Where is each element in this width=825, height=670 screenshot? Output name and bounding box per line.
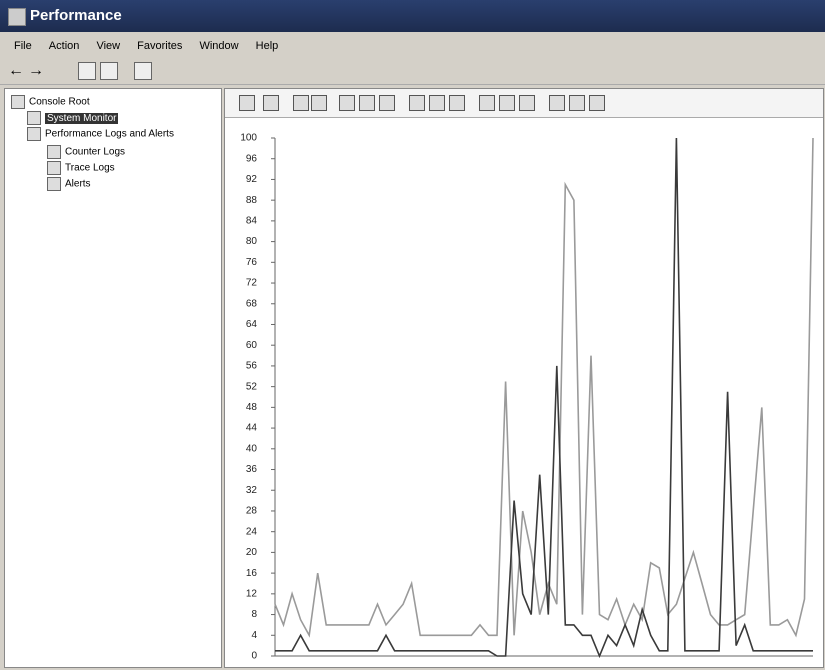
y-tick-label: 32 bbox=[246, 485, 258, 496]
console-tree: Console Root System Monitor Performance … bbox=[4, 88, 222, 668]
tool-button[interactable] bbox=[569, 95, 585, 111]
y-tick-label: 68 bbox=[246, 298, 258, 309]
y-tick-label: 88 bbox=[246, 195, 258, 206]
tool-button[interactable] bbox=[479, 95, 495, 111]
y-tick-label: 28 bbox=[246, 506, 258, 517]
tree-label: Trace Logs bbox=[65, 162, 115, 174]
y-tick-label: 76 bbox=[246, 257, 258, 268]
tool-button[interactable] bbox=[379, 95, 395, 111]
tool-button[interactable] bbox=[499, 95, 515, 111]
menu-item[interactable]: File bbox=[14, 40, 32, 52]
y-tick-label: 12 bbox=[246, 588, 258, 599]
y-tick-label: 80 bbox=[246, 236, 258, 247]
forward-button[interactable]: → bbox=[28, 62, 44, 79]
y-tick-label: 44 bbox=[246, 423, 258, 434]
tree-label: Alerts bbox=[65, 178, 91, 190]
tree-node[interactable]: Counter Logs bbox=[47, 145, 125, 159]
y-tick-label: 48 bbox=[246, 402, 258, 413]
y-tick-label: 4 bbox=[251, 630, 257, 641]
series-line bbox=[275, 137, 813, 659]
tool-button[interactable] bbox=[409, 95, 425, 111]
y-tick-label: 36 bbox=[246, 464, 258, 475]
app-icon bbox=[8, 8, 26, 26]
chart: 0481216202428323640444852566064687276808… bbox=[240, 133, 814, 662]
tool-button[interactable] bbox=[429, 95, 445, 111]
tool-button[interactable] bbox=[549, 95, 565, 111]
tool-button[interactable] bbox=[449, 95, 465, 111]
y-tick-label: 56 bbox=[246, 361, 258, 372]
tool-button[interactable] bbox=[359, 95, 375, 111]
y-tick-label: 0 bbox=[251, 651, 257, 662]
tree-node[interactable]: System Monitor bbox=[27, 111, 119, 125]
y-tick-label: 8 bbox=[251, 609, 257, 620]
toolbar-button[interactable] bbox=[78, 62, 96, 80]
tree-label: Console Root bbox=[29, 96, 90, 108]
y-tick-label: 96 bbox=[246, 153, 258, 164]
toolbar-button[interactable] bbox=[100, 62, 118, 80]
y-tick-label: 100 bbox=[240, 133, 257, 144]
tool-button[interactable] bbox=[339, 95, 355, 111]
y-tick-label: 64 bbox=[246, 319, 258, 330]
tool-button[interactable] bbox=[519, 95, 535, 111]
menu-item[interactable]: Help bbox=[255, 40, 279, 52]
tree-node[interactable]: Performance Logs and Alerts bbox=[27, 127, 174, 141]
y-tick-label: 84 bbox=[246, 216, 258, 227]
series-line bbox=[274, 137, 814, 638]
system-monitor: 0 4 8 12 16 20 24 28 32 36 40 44 48 52 56 60 64 68 72 76 80 8… bbox=[224, 88, 824, 668]
tool-button[interactable] bbox=[239, 95, 255, 111]
tool-button[interactable] bbox=[293, 95, 309, 111]
y-tick-label: 40 bbox=[246, 443, 258, 454]
tree-node[interactable]: Trace Logs bbox=[47, 161, 115, 175]
menu-item[interactable]: Window bbox=[199, 40, 239, 52]
window-title: Performance bbox=[30, 7, 122, 24]
y-tick-label: 20 bbox=[246, 547, 258, 558]
toolbar: ← → bbox=[0, 58, 825, 85]
menu-item[interactable]: View bbox=[96, 40, 121, 52]
chart-toolbar bbox=[225, 89, 823, 118]
y-tick-label: 92 bbox=[246, 174, 258, 185]
y-tick-label: 72 bbox=[246, 278, 258, 289]
menu-item[interactable]: Favorites bbox=[137, 40, 183, 52]
tool-button[interactable] bbox=[263, 95, 279, 111]
tree-label: Performance Logs and Alerts bbox=[45, 128, 174, 140]
y-tick-label: 60 bbox=[246, 340, 258, 351]
tree-label: System Monitor bbox=[45, 112, 119, 124]
menu-bar: File Action View Favorites Window Help bbox=[0, 36, 825, 56]
back-button[interactable]: ← bbox=[8, 62, 24, 79]
menu-item[interactable]: Action bbox=[48, 40, 80, 52]
tree-label: Counter Logs bbox=[65, 146, 126, 158]
y-tick-label: 24 bbox=[246, 526, 258, 537]
tree-node[interactable]: Console Root bbox=[11, 95, 90, 109]
title-bar: Performance bbox=[0, 0, 825, 32]
tool-button[interactable] bbox=[589, 95, 605, 111]
y-tick-label: 16 bbox=[246, 568, 258, 579]
tree-node[interactable]: Alerts bbox=[47, 177, 91, 191]
y-tick-label: 52 bbox=[246, 381, 258, 392]
tool-button[interactable] bbox=[311, 95, 327, 111]
toolbar-button[interactable] bbox=[134, 62, 152, 80]
